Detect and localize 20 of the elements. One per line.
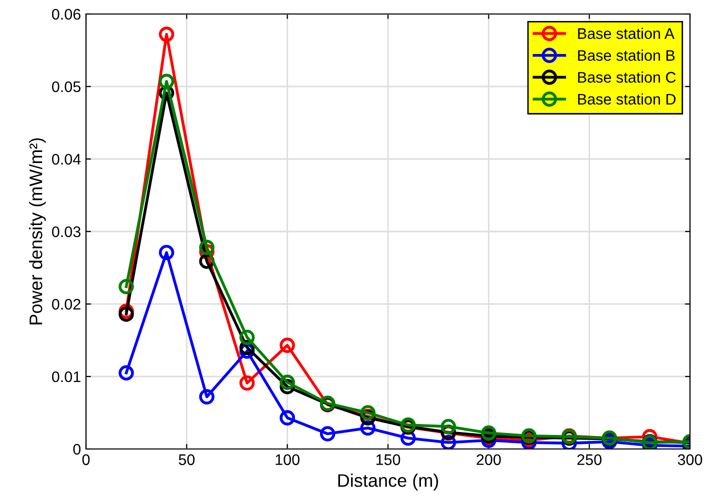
y-tick-label: 0.05 <box>52 81 80 92</box>
y-tick-label: 0.03 <box>52 226 80 238</box>
y-tick-label: 0 <box>73 444 81 455</box>
y-axis-title: Power density (mW/m²) <box>29 138 46 324</box>
x-tick-label: 200 <box>476 454 501 466</box>
x-axis-title: Distance (m) <box>338 474 438 490</box>
x-tick-label: 100 <box>276 454 300 466</box>
legend-label: Base station A <box>578 28 675 39</box>
legend-label: Base station D <box>578 93 676 105</box>
x-tick-label: 150 <box>376 454 400 466</box>
x-tick-label: 50 <box>178 454 195 466</box>
y-tick-label: 0.06 <box>52 8 80 20</box>
x-tick-label: 250 <box>577 454 602 466</box>
x-tick-label: 0 <box>82 454 90 466</box>
legend-label: Base station C <box>578 72 676 83</box>
y-tick-label: 0.02 <box>52 298 80 310</box>
x-tick-label: 300 <box>678 454 702 466</box>
legend-label: Base station B <box>578 50 675 61</box>
y-tick-label: 0.04 <box>52 154 81 165</box>
y-tick-label: 0.01 <box>52 371 80 382</box>
